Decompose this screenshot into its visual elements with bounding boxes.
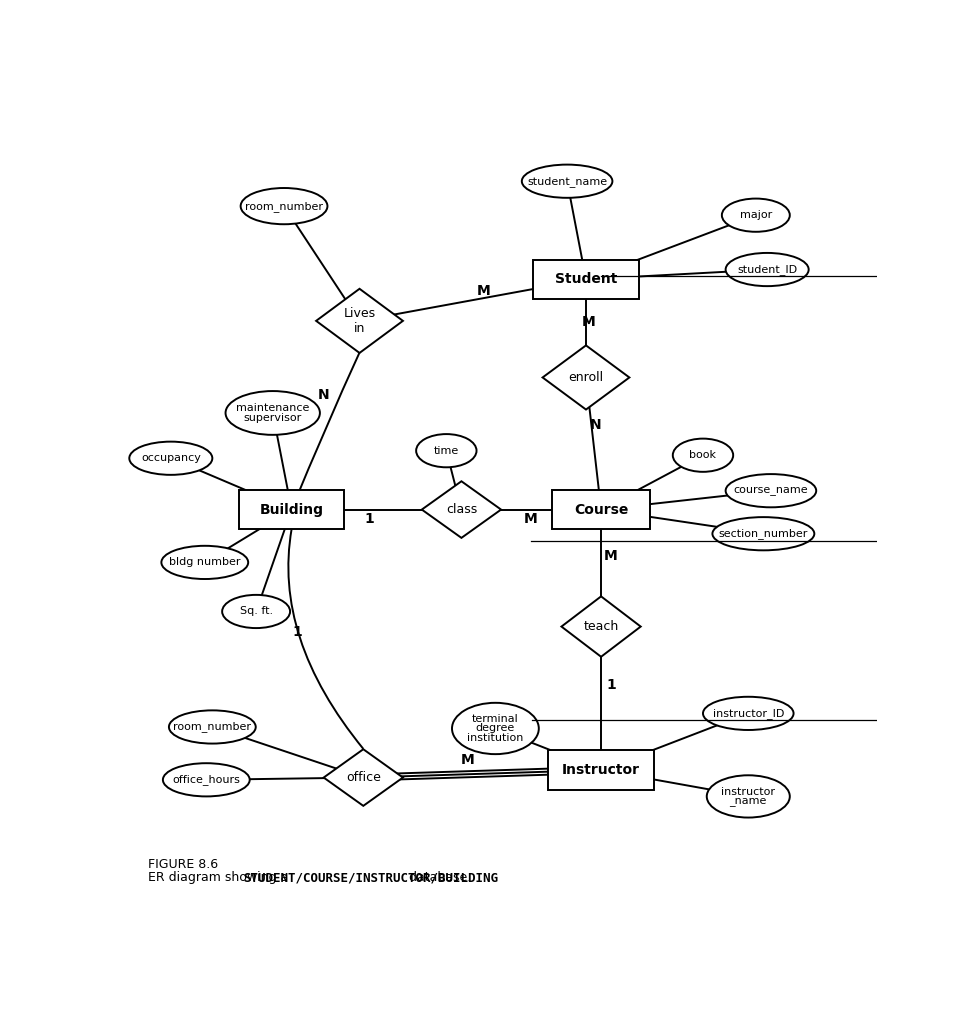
Text: time: time <box>433 445 459 456</box>
Text: 1: 1 <box>606 678 616 691</box>
Ellipse shape <box>416 434 476 467</box>
Text: Course: Course <box>574 503 628 516</box>
Ellipse shape <box>726 253 808 286</box>
Text: Lives
in: Lives in <box>344 307 376 335</box>
Text: office_hours: office_hours <box>172 774 241 785</box>
Text: N: N <box>318 388 330 401</box>
Text: bldg number: bldg number <box>169 557 241 567</box>
Text: course_name: course_name <box>733 485 808 496</box>
Polygon shape <box>317 289 403 353</box>
Text: room_number: room_number <box>173 722 251 732</box>
Text: FIGURE 8.6: FIGURE 8.6 <box>148 858 218 870</box>
Text: Student: Student <box>555 272 618 287</box>
Ellipse shape <box>722 199 790 231</box>
Text: M: M <box>581 315 595 330</box>
Ellipse shape <box>169 711 256 743</box>
Text: instructor_ID: instructor_ID <box>713 708 784 719</box>
Text: instructor: instructor <box>722 786 775 797</box>
Text: M: M <box>461 754 474 767</box>
Bar <box>239 489 345 529</box>
Text: M: M <box>524 512 538 525</box>
Text: occupancy: occupancy <box>141 454 201 463</box>
Text: office: office <box>346 771 381 784</box>
Ellipse shape <box>703 696 794 730</box>
Bar <box>533 260 639 299</box>
Text: book: book <box>690 451 717 460</box>
Text: Instructor: Instructor <box>562 763 640 777</box>
Text: M: M <box>477 284 491 298</box>
Polygon shape <box>323 750 403 806</box>
Polygon shape <box>543 345 629 410</box>
Text: terminal: terminal <box>472 714 519 724</box>
Text: student_name: student_name <box>527 176 607 186</box>
Text: enroll: enroll <box>569 371 604 384</box>
Ellipse shape <box>226 391 319 435</box>
Text: degree: degree <box>475 724 515 733</box>
Bar <box>548 751 654 790</box>
Text: institution: institution <box>468 733 524 743</box>
Text: 1: 1 <box>364 512 374 525</box>
Ellipse shape <box>163 763 249 797</box>
Text: section_number: section_number <box>719 528 808 540</box>
Text: supervisor: supervisor <box>244 413 302 423</box>
Text: _name: _name <box>730 797 767 806</box>
Text: ER diagram showing a: ER diagram showing a <box>148 871 292 885</box>
Ellipse shape <box>673 438 733 472</box>
Ellipse shape <box>130 441 212 475</box>
Bar <box>552 489 651 529</box>
Ellipse shape <box>712 517 814 550</box>
Text: teach: teach <box>583 621 618 633</box>
Ellipse shape <box>707 775 790 817</box>
Text: Sq. ft.: Sq. ft. <box>240 606 273 616</box>
Text: N: N <box>590 418 602 432</box>
Ellipse shape <box>162 546 248 579</box>
Text: STUDENT/COURSE/INSTRUCTOR/BUILDING: STUDENT/COURSE/INSTRUCTOR/BUILDING <box>244 871 499 885</box>
Polygon shape <box>422 481 501 538</box>
Text: student_ID: student_ID <box>737 264 797 275</box>
Text: class: class <box>446 503 477 516</box>
Text: room_number: room_number <box>245 201 323 212</box>
Text: maintenance: maintenance <box>236 403 310 413</box>
Ellipse shape <box>452 702 539 754</box>
Ellipse shape <box>522 165 613 198</box>
Text: 1: 1 <box>292 625 302 639</box>
Ellipse shape <box>222 595 290 628</box>
Polygon shape <box>561 596 641 656</box>
Text: database.: database. <box>405 871 471 885</box>
Text: M: M <box>604 549 618 563</box>
Ellipse shape <box>241 188 327 224</box>
Ellipse shape <box>726 474 816 507</box>
Text: Building: Building <box>260 503 323 516</box>
Text: major: major <box>739 210 772 220</box>
